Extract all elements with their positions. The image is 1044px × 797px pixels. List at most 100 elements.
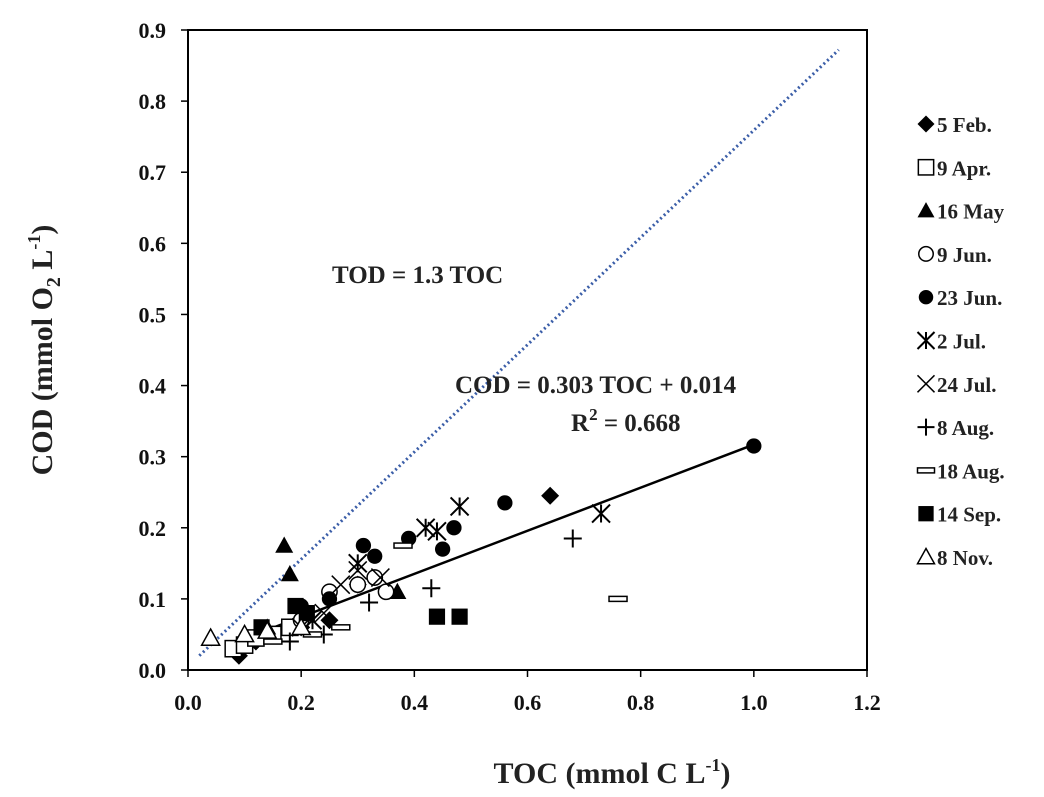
- legend-marker: [917, 202, 935, 218]
- legend-item: 18 Aug.: [916, 459, 1005, 483]
- data-point: [348, 560, 368, 580]
- data-point: [234, 623, 255, 643]
- data-point: [290, 616, 312, 636]
- legend-item: 8 Aug.: [917, 416, 994, 440]
- legend-label: 24 Jul.: [937, 373, 997, 397]
- x-axis-title-main: TOC (mmol C L: [494, 757, 706, 790]
- y-tick-label: 0.5: [139, 302, 167, 327]
- data-point: [348, 553, 368, 574]
- data-point: [446, 520, 462, 536]
- tod-equation-label: TOD = 1.3 TOC: [332, 262, 503, 289]
- data-point: [256, 620, 278, 639]
- data-point: [451, 608, 468, 625]
- y-axis-title-sub: 2: [43, 277, 65, 287]
- x-axis-title-sup: -1: [705, 755, 720, 775]
- data-point: [298, 605, 315, 622]
- legend-item: 2 Jul.: [916, 330, 986, 354]
- data-point: [393, 542, 413, 549]
- legend-label: 23 Jun.: [937, 286, 1002, 310]
- legend-item: 24 Jul.: [916, 373, 997, 397]
- data-point: [591, 503, 611, 524]
- x-tick-label: 0.0: [174, 690, 202, 715]
- legend: 5 Feb. 9 Apr. 16 May 9 Jun. 23 Jun. 2 Jul. 24 …: [916, 113, 1005, 570]
- trend-lines: [198, 48, 840, 657]
- data-point: [434, 541, 451, 557]
- data-point: [280, 565, 299, 582]
- data-point: [263, 638, 283, 645]
- legend-item: 16 May: [917, 200, 1005, 224]
- data-point: [321, 591, 338, 607]
- y-tick-label: 0.6: [139, 231, 167, 256]
- legend-label: 18 Aug.: [937, 459, 1005, 483]
- data-point: [541, 486, 560, 505]
- legend-label: 14 Sep.: [937, 503, 1001, 527]
- x-tick-label: 0.2: [287, 690, 315, 715]
- y-tick-label: 0.1: [139, 587, 167, 612]
- legend-marker: [916, 467, 936, 474]
- y-axis-title-main: COD (mmol O: [26, 287, 59, 475]
- legend-item: 8 Nov.: [916, 546, 993, 570]
- x-axis-title-close: ): [720, 757, 730, 790]
- data-point: [401, 530, 417, 547]
- data-point: [497, 495, 513, 511]
- y-tick-label: 0.7: [139, 160, 167, 185]
- data-point: [449, 496, 470, 517]
- x-tick-label: 0.8: [627, 690, 655, 715]
- x-tick-label: 1.2: [853, 690, 881, 715]
- legend-item: 23 Jun.: [918, 286, 1002, 310]
- data-point: [280, 632, 299, 651]
- data-point: [370, 568, 390, 588]
- legend-item: 14 Sep.: [918, 503, 1001, 527]
- data-point: [427, 521, 447, 542]
- legend-marker: [916, 546, 936, 565]
- data-points: [200, 438, 762, 665]
- legend-marker: [916, 374, 936, 393]
- data-point: [377, 583, 395, 601]
- legend-marker: [918, 506, 934, 522]
- legend-label: 9 Apr.: [937, 156, 991, 180]
- legend-item: 9 Apr.: [917, 156, 991, 180]
- data-point: [415, 518, 436, 538]
- y-axis-title: COD (mmol O2 L-1): [24, 225, 65, 476]
- y-tick-label: 0.3: [139, 445, 167, 470]
- y-axis-title-close: ): [26, 225, 59, 235]
- x-tick-label: 1.0: [740, 690, 768, 715]
- data-point: [349, 576, 367, 594]
- data-point: [608, 595, 628, 603]
- y-tick-label: 0.9: [139, 18, 167, 43]
- legend-marker: [918, 289, 934, 305]
- data-point: [428, 608, 446, 625]
- y-axis-title-sup: -1: [24, 235, 44, 250]
- legend-marker: [917, 115, 935, 133]
- x-tick-label: 0.4: [401, 690, 429, 715]
- legend-item: 5 Feb.: [917, 113, 992, 137]
- legend-label: 8 Aug.: [937, 416, 994, 440]
- data-point: [366, 569, 384, 586]
- x-axis-title: TOC (mmol C L-1): [494, 755, 731, 790]
- y-tick-label: 0.0: [139, 658, 167, 683]
- data-point: [331, 575, 351, 595]
- legend-marker: [917, 158, 935, 176]
- data-point: [422, 579, 441, 598]
- data-point: [314, 603, 334, 623]
- legend-label: 8 Nov.: [937, 546, 993, 570]
- legend-label: 2 Jul.: [937, 330, 986, 354]
- tod-reference-line: [198, 48, 840, 657]
- data-point: [275, 536, 294, 553]
- r-squared-label: R2 = 0.668: [571, 405, 681, 437]
- data-point: [367, 548, 383, 564]
- axis-ticks: 0.0 0.2 0.4 0.6 0.8 1.0 1.2 0.0 0.1 0.2 0.3 0.4 0.5 0…: [139, 18, 881, 715]
- y-tick-label: 0.8: [139, 89, 167, 114]
- data-point: [563, 529, 582, 548]
- x-tick-label: 0.6: [514, 690, 542, 715]
- data-point: [200, 627, 221, 646]
- data-point: [360, 593, 379, 612]
- legend-label: 5 Feb.: [937, 113, 992, 137]
- data-point: [746, 438, 762, 454]
- legend-item: 9 Jun.: [918, 243, 992, 267]
- annotations: TOD = 1.3 TOC COD = 0.303 TOC + 0.014 R2 =…: [332, 262, 737, 437]
- legend-label: 9 Jun.: [937, 243, 992, 267]
- legend-label: 16 May: [937, 200, 1005, 224]
- legend-marker: [917, 418, 935, 436]
